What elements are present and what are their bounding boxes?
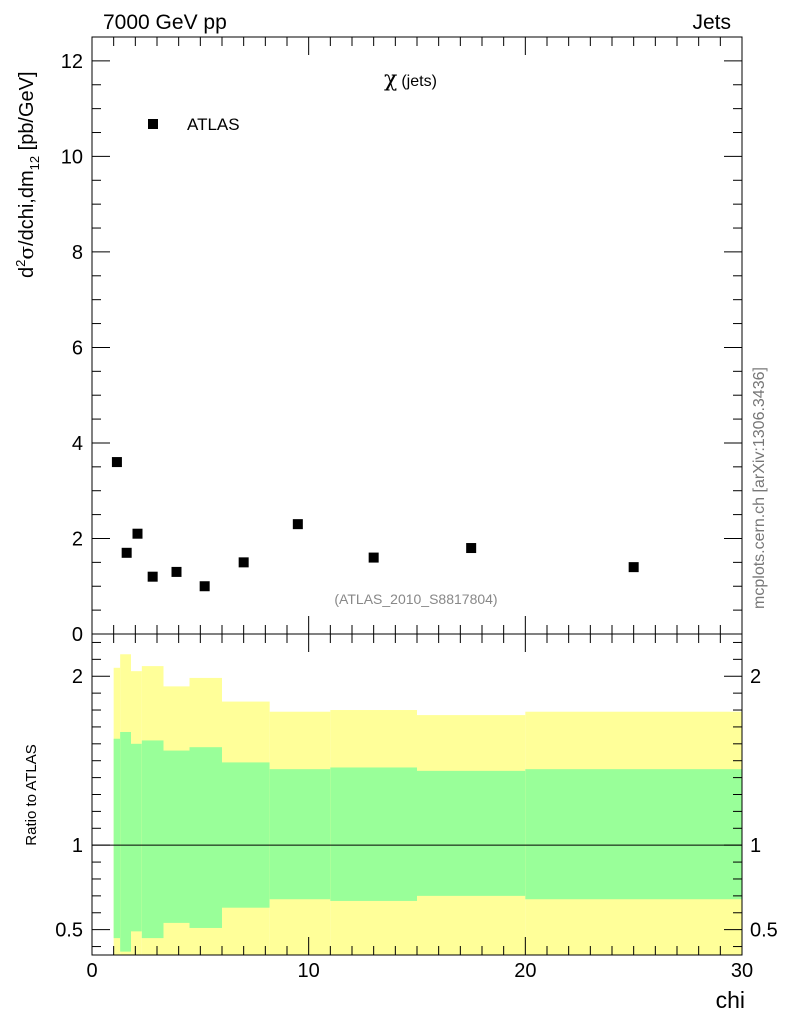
main-ytick-label: 10 — [61, 146, 83, 168]
ratio-ytick-label-right: 1 — [750, 835, 761, 857]
atlas-data-point — [147, 571, 158, 582]
ratio-green-band-10 — [525, 769, 742, 900]
xlabel: chi — [716, 987, 745, 1013]
main-ytick-label: 2 — [72, 528, 83, 550]
main-ytick-label: 12 — [61, 51, 83, 73]
ratio-green-band-0 — [113, 738, 121, 939]
plot-title-symbol: χ — [384, 67, 397, 92]
ratio-green-band-3 — [141, 740, 164, 939]
atlas-data-point — [628, 562, 639, 573]
atlas-data-point — [466, 543, 477, 554]
xtick-label: 0 — [86, 960, 97, 982]
plot-title-text: (jets) — [401, 73, 437, 90]
side-label: mcplots.cern.ch [arXiv:1306.3436] — [751, 367, 768, 609]
ratio-ytick-label: 1 — [72, 835, 83, 857]
main-ytick-label: 8 — [72, 242, 83, 264]
atlas-data-point — [111, 457, 122, 468]
ratio-ytick-label-right: 0.5 — [750, 920, 778, 942]
ratio-green-band-6 — [222, 762, 270, 908]
main-ytick-label: 4 — [72, 433, 83, 455]
ratio-green-band-5 — [189, 747, 222, 928]
ratio-green-band-7 — [269, 769, 331, 900]
atlas-data-point — [368, 552, 379, 563]
main-axis-ticks — [91, 36, 743, 635]
ratio-green-band-4 — [163, 750, 190, 923]
ratio-bands — [113, 654, 742, 955]
atlas-data-point — [121, 547, 132, 558]
main-ylabel: d2σ/dchi,dm12 [pb/GeV] — [13, 71, 42, 278]
ratio-green-band-9 — [417, 770, 526, 896]
atlas-data-point — [238, 557, 249, 568]
header-right-label: Jets — [692, 11, 731, 34]
legend-label: ATLAS — [187, 115, 240, 134]
legend-marker — [148, 119, 158, 129]
plot-title: χ (jets) — [384, 67, 437, 92]
header-left-label: 7000 GeV pp — [103, 11, 227, 34]
ratio-green-band-2 — [131, 743, 142, 932]
ratio-axis-ticks — [91, 634, 743, 955]
ratio-green-band-1 — [120, 731, 131, 952]
atlas-data-point — [171, 566, 182, 577]
main-ytick-label: 0 — [72, 624, 83, 646]
atlas-data-point — [292, 519, 303, 530]
ratio-ytick-label: 0.5 — [55, 920, 83, 942]
xtick-label: 20 — [514, 960, 536, 982]
atlas-data-point — [132, 528, 143, 539]
main-ytick-labels: 0 2 4 6 8 10 12 — [61, 51, 83, 646]
main-ytick-label: 6 — [72, 337, 83, 359]
ratio-ylabel: Ratio to ATLAS — [23, 744, 40, 845]
xtick-label: 10 — [298, 960, 320, 982]
ratio-green-band-8 — [330, 767, 417, 901]
ratio-ytick-labels: 0.5 0.5 1 1 2 2 — [55, 666, 778, 941]
analysis-reference: (ATLAS_2010_S8817804) — [334, 591, 497, 607]
atlas-points — [111, 457, 639, 592]
atlas-data-point — [199, 581, 210, 592]
xtick-labels: 0 10 20 30 — [86, 960, 753, 982]
ratio-ytick-label: 2 — [72, 666, 83, 688]
ratio-ytick-label-right: 2 — [750, 666, 761, 688]
xtick-label: 30 — [731, 960, 753, 982]
